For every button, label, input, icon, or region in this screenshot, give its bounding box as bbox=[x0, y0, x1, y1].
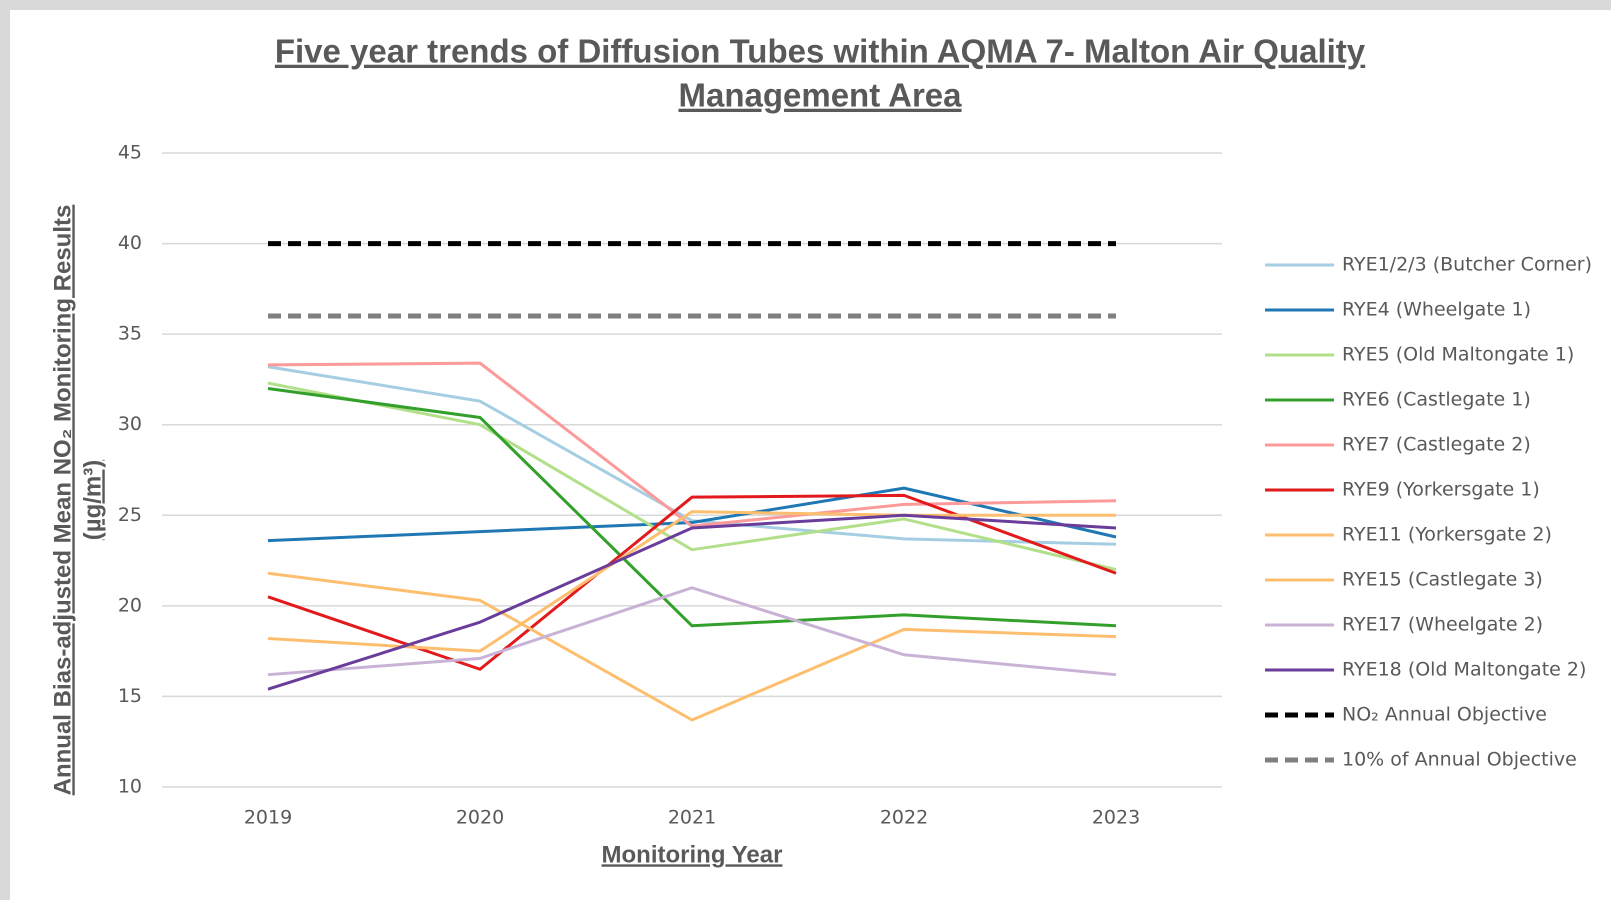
y-tick-label: 45 bbox=[118, 142, 142, 164]
y-axis-label: (µg/m³) bbox=[79, 460, 106, 540]
legend-label: RYE7 (Castlegate 2) bbox=[1342, 434, 1531, 456]
y-tick-label: 10 bbox=[118, 776, 142, 798]
x-tick-label: 2021 bbox=[668, 807, 716, 829]
x-axis-label: Monitoring Year bbox=[602, 841, 783, 868]
x-tick-label: 2023 bbox=[1092, 807, 1140, 829]
legend-label: RYE4 (Wheelgate 1) bbox=[1342, 299, 1531, 321]
chart-title: Management Area bbox=[678, 77, 962, 114]
series-line bbox=[267, 361, 1117, 528]
y-axis-label: Annual Bias-adjusted Mean NO₂ Monitoring… bbox=[49, 205, 76, 796]
legend-label: RYE11 (Yorkersgate 2) bbox=[1342, 524, 1552, 546]
x-tick-label: 2020 bbox=[456, 807, 504, 829]
legend-label: NO₂ Annual Objective bbox=[1342, 704, 1547, 726]
y-tick-label: 40 bbox=[118, 232, 142, 254]
y-tick-label: 35 bbox=[118, 323, 142, 345]
series-line bbox=[267, 571, 1117, 722]
legend-label: RYE5 (Old Maltongate 1) bbox=[1342, 344, 1574, 366]
chart-title: Five year trends of Diffusion Tubes with… bbox=[275, 33, 1366, 70]
y-tick-label: 25 bbox=[118, 504, 142, 526]
legend-label: 10% of Annual Objective bbox=[1342, 749, 1577, 771]
y-tick-label: 30 bbox=[118, 413, 142, 435]
series-line bbox=[267, 586, 1117, 677]
legend-label: RYE17 (Wheelgate 2) bbox=[1342, 614, 1543, 636]
series-line bbox=[267, 510, 1116, 653]
legend-label: RYE15 (Castlegate 3) bbox=[1342, 569, 1543, 591]
chart-area bbox=[10, 10, 1611, 900]
y-tick-label: 15 bbox=[118, 685, 142, 707]
y-tick-label: 20 bbox=[118, 594, 142, 616]
series-line bbox=[267, 513, 1117, 691]
series-line bbox=[267, 386, 1117, 628]
legend-label: RYE18 (Old Maltongate 2) bbox=[1342, 659, 1586, 681]
series-line bbox=[267, 381, 1117, 572]
x-tick-label: 2019 bbox=[244, 807, 292, 829]
legend-label: RYE6 (Castlegate 1) bbox=[1342, 389, 1531, 411]
series-line bbox=[267, 365, 1117, 546]
legend-label: RYE1/2/3 (Butcher Corner) bbox=[1342, 254, 1592, 276]
x-tick-label: 2022 bbox=[880, 807, 928, 829]
legend-label: RYE9 (Yorkersgate 1) bbox=[1342, 479, 1540, 501]
